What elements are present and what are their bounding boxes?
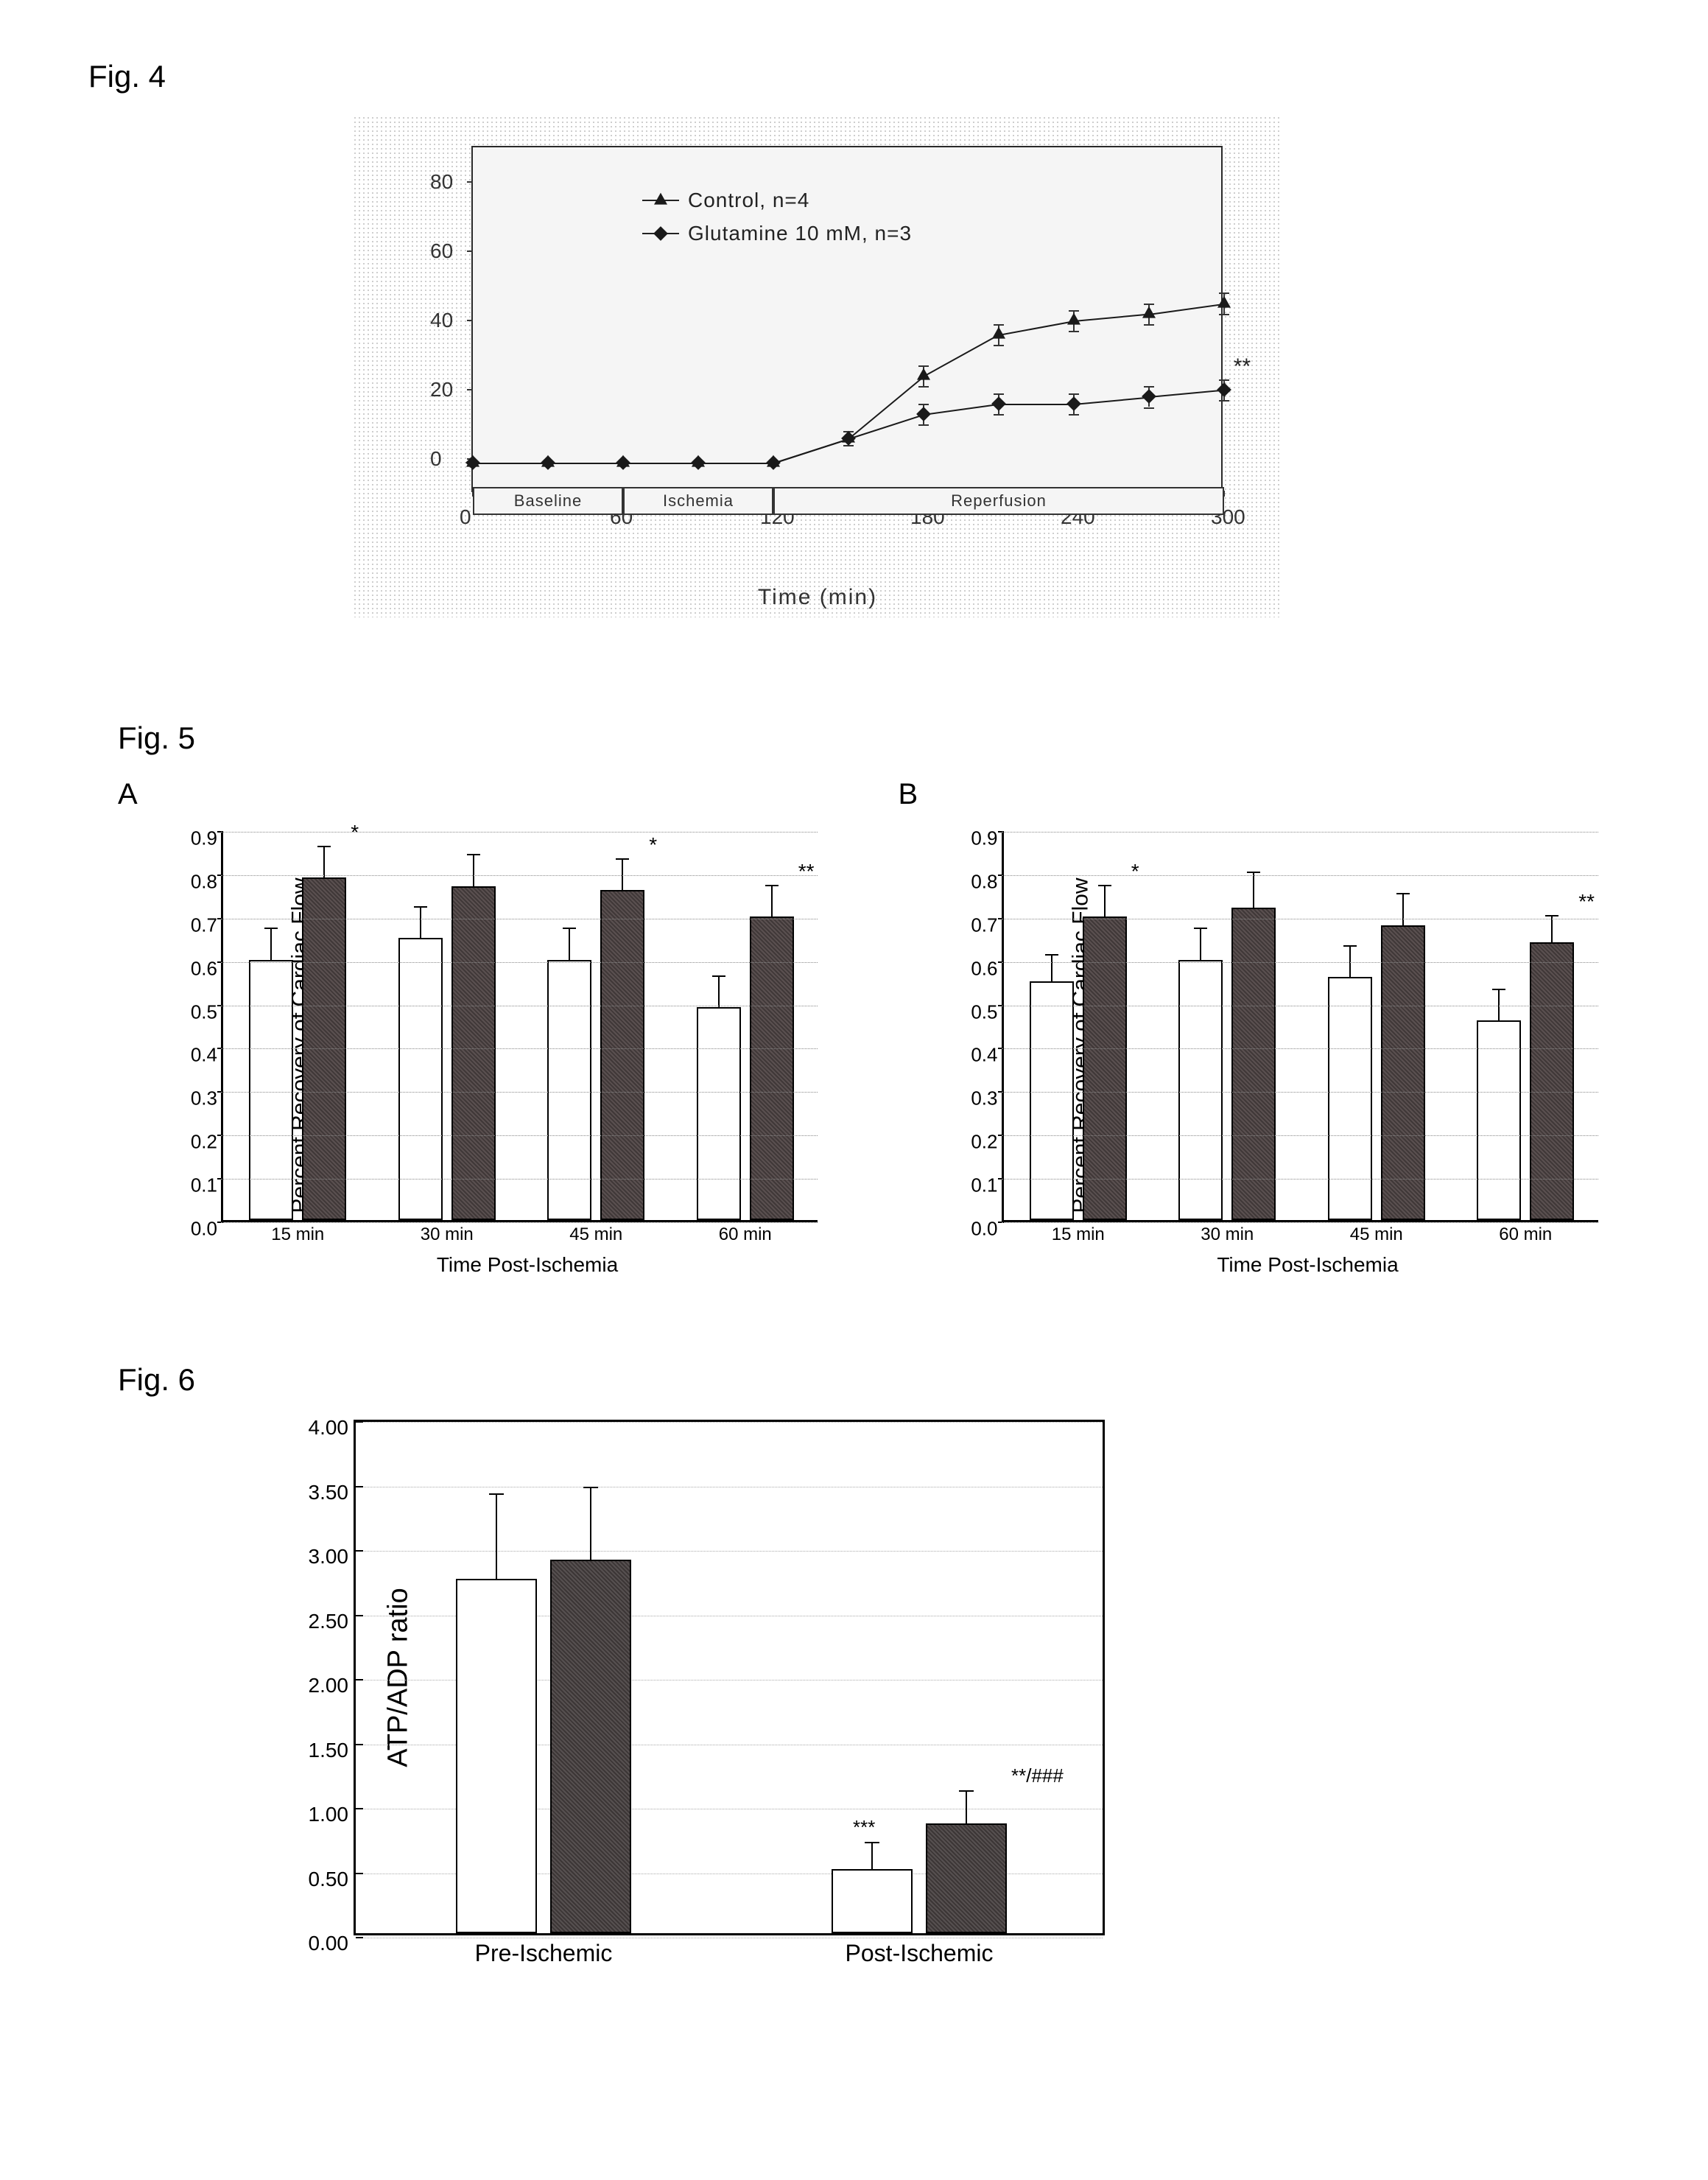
bar-category-label: 15 min bbox=[271, 1224, 324, 1245]
fig5-container: A Percent Recovery of Cardiac Flow Time … bbox=[88, 778, 1620, 1274]
fig5-label: Fig. 5 bbox=[118, 721, 1620, 756]
fig4-plot-area: 020406080060120180240300BaselineIschemia… bbox=[471, 146, 1223, 492]
bar-category-label: 45 min bbox=[569, 1224, 622, 1245]
bar-treated bbox=[926, 1823, 1007, 1933]
bar-treated bbox=[451, 886, 496, 1220]
bar-category-label: 60 min bbox=[1499, 1224, 1552, 1245]
bar-treated bbox=[1231, 908, 1276, 1220]
bar-control bbox=[1030, 981, 1074, 1220]
fig5a-chart: Percent Recovery of Cardiac Flow Time Po… bbox=[155, 817, 832, 1274]
significance-marker: * bbox=[649, 833, 657, 857]
fig4-legend: Control, n=4Glutamine 10 mM, n=3 bbox=[642, 184, 912, 250]
bar-control bbox=[456, 1579, 537, 1933]
bar-control bbox=[1328, 977, 1372, 1220]
significance-marker: ** bbox=[1578, 890, 1595, 914]
bar-treated bbox=[1381, 925, 1425, 1220]
significance-marker: **/### bbox=[1011, 1764, 1064, 1787]
bar-control bbox=[249, 960, 293, 1220]
bar-category-label: 15 min bbox=[1052, 1224, 1105, 1245]
fig4-phase-box: Baseline bbox=[473, 487, 623, 515]
bar-category-label: 60 min bbox=[719, 1224, 772, 1245]
fig4-phase-box: Reperfusion bbox=[773, 487, 1224, 515]
bar-category-label: 30 min bbox=[421, 1224, 474, 1245]
fig4-container: Cell death (% PI uptake) Time (min) 0204… bbox=[354, 116, 1620, 617]
significance-marker: * bbox=[1131, 860, 1139, 883]
fig5b-x-axis-label: Time Post-Ischemia bbox=[1217, 1253, 1398, 1277]
bar-control bbox=[398, 938, 443, 1220]
fig6-category-label: Pre-Ischemic bbox=[475, 1940, 613, 1967]
fig5-panel-b: B Percent Recovery of Cardiac Flow Time … bbox=[899, 778, 1620, 1274]
bar-control bbox=[697, 1007, 741, 1220]
bar-category-label: 30 min bbox=[1201, 1224, 1254, 1245]
fig5-panel-a-label: A bbox=[118, 778, 840, 811]
fig6-chart: ATP/ADP ratio 0.000.501.001.502.002.503.… bbox=[354, 1420, 1105, 1935]
fig4-label: Fig. 4 bbox=[88, 59, 1620, 94]
bar-treated bbox=[550, 1560, 631, 1934]
fig5-panel-a: A Percent Recovery of Cardiac Flow Time … bbox=[118, 778, 840, 1274]
significance-marker: ** bbox=[798, 860, 815, 883]
fig4-phase-box: Ischemia bbox=[623, 487, 773, 515]
bar-control bbox=[832, 1869, 913, 1934]
bar-treated bbox=[600, 890, 644, 1220]
fig6-container: ATP/ADP ratio 0.000.501.001.502.002.503.… bbox=[280, 1420, 1620, 1935]
fig4-x-axis-label: Time (min) bbox=[758, 585, 877, 610]
bar-control bbox=[1178, 960, 1223, 1220]
bar-control bbox=[1477, 1020, 1521, 1220]
fig5a-x-axis-label: Time Post-Ischemia bbox=[437, 1253, 618, 1277]
fig4-chart: Cell death (% PI uptake) Time (min) 0204… bbox=[354, 116, 1282, 617]
significance-marker: *** bbox=[853, 1816, 875, 1839]
bar-category-label: 45 min bbox=[1350, 1224, 1403, 1245]
fig5b-chart: Percent Recovery of Cardiac Flow Time Po… bbox=[935, 817, 1613, 1274]
fig5-panel-b-label: B bbox=[899, 778, 1620, 811]
fig4-significance-marker: ** bbox=[1234, 354, 1251, 379]
fig6-label: Fig. 6 bbox=[118, 1362, 1620, 1398]
bar-control bbox=[547, 960, 591, 1220]
fig6-category-label: Post-Ischemic bbox=[846, 1940, 994, 1967]
